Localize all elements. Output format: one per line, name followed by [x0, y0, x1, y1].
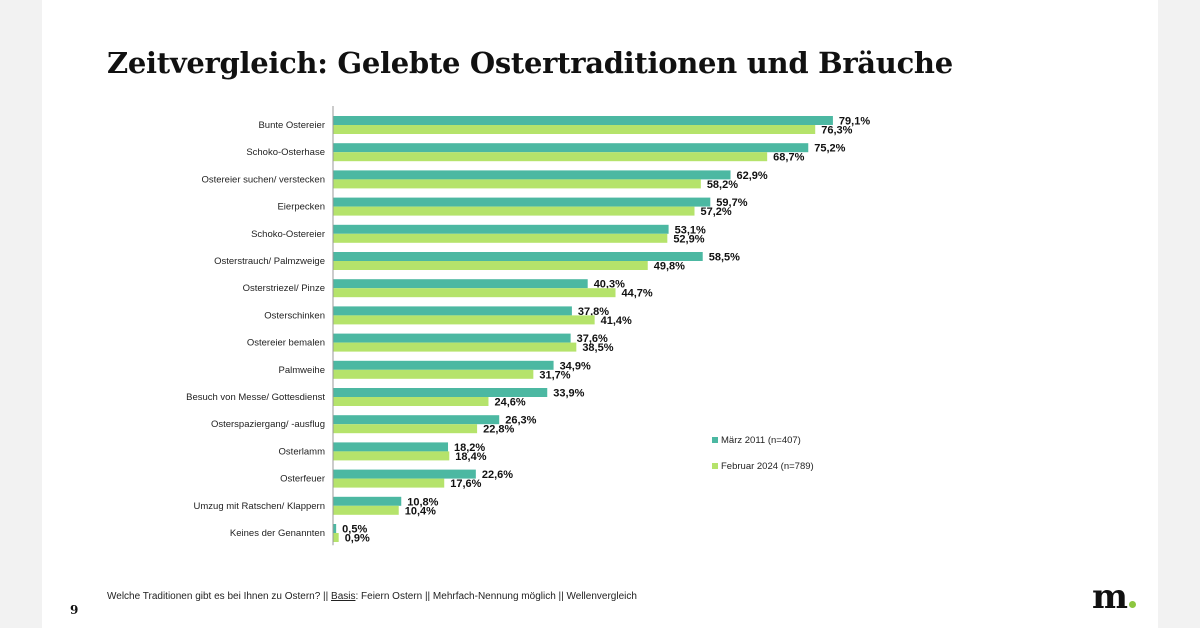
data-label-series-1: 26,3% [505, 415, 536, 427]
bar-series-2 [333, 288, 616, 298]
bar-series-2 [333, 397, 489, 406]
category-label: Umzug mit Ratschen/ Klappern [194, 501, 325, 512]
data-label-series-2: 68,7% [773, 152, 804, 164]
category-label: Eierpecken [277, 202, 325, 213]
brand-logo: m [1092, 580, 1136, 614]
data-label-series-2: 52,9% [673, 233, 704, 245]
category-label: Osterlamm [279, 446, 326, 457]
bar-series-1 [333, 306, 572, 316]
bar-series-1 [333, 469, 476, 479]
data-label-series-2: 24,6% [494, 397, 525, 409]
bar-series-1 [333, 442, 449, 452]
logo-dot-icon [1128, 601, 1136, 608]
bar-series-2 [333, 505, 399, 515]
footnote-basis-label: Basis [331, 591, 356, 602]
legend-swatch-series-2 [712, 463, 718, 469]
bar-series-1 [333, 279, 588, 289]
bar-series-1 [333, 415, 500, 425]
category-label: Osterfeuer [280, 474, 325, 485]
bar-series-2 [333, 533, 339, 542]
bar-series-2 [333, 152, 768, 162]
category-label: Besuch von Messe/ Gottesdienst [186, 392, 325, 403]
bar-series-2 [333, 424, 478, 434]
data-label-series-1: 53,1% [675, 224, 706, 236]
data-label-series-2: 17,6% [450, 478, 481, 490]
data-label-series-2: 10,4% [405, 505, 436, 517]
data-label-series-2: 22,8% [483, 424, 514, 436]
legend-item-series-2: Februar 2024 (n=789) [712, 460, 814, 472]
page-number: 9 [70, 603, 79, 617]
bar-series-2 [333, 233, 668, 243]
data-label-series-1: 79,1% [839, 116, 870, 128]
bar-series-2 [333, 369, 534, 379]
bar-series-2 [333, 179, 701, 189]
data-label-series-2: 49,8% [654, 261, 685, 273]
category-label: Schoko-Ostereier [251, 229, 325, 240]
data-label-series-1: 59,7% [716, 197, 747, 209]
bar-series-2 [333, 342, 577, 352]
data-label-series-2: 57,2% [701, 206, 732, 218]
data-label-series-1: 0,5% [342, 524, 367, 536]
bar-series-2 [333, 261, 648, 270]
data-label-series-1: 40,3% [594, 279, 625, 291]
data-label-series-1: 10,8% [407, 496, 438, 508]
category-label: Osterspaziergang/ -ausflug [211, 419, 325, 430]
chart-legend: März 2011 (n=407) Februar 2024 (n=789) [712, 434, 814, 486]
data-label-series-1: 37,6% [577, 333, 608, 345]
bar-series-2 [333, 125, 816, 134]
data-label-series-1: 75,2% [814, 143, 845, 155]
footnote-basis-text: : Feiern Ostern || Mehrfach-Nennung mögl… [355, 591, 637, 602]
data-label-series-1: 37,8% [578, 306, 609, 318]
bar-series-1 [333, 224, 669, 234]
data-label-series-2: 44,7% [622, 288, 653, 300]
bar-series-1 [333, 197, 711, 207]
bar-series-1 [333, 170, 731, 180]
category-label: Palmweihe [279, 365, 325, 376]
data-label-series-2: 38,5% [582, 342, 613, 354]
data-label-series-2: 76,3% [821, 125, 852, 137]
bar-series-2 [333, 206, 695, 216]
bar-series-1 [333, 116, 833, 125]
footnote: Welche Traditionen gibt es bei Ihnen zu … [107, 591, 637, 602]
legend-item-series-1: März 2011 (n=407) [712, 434, 814, 446]
legend-label-series-2: Februar 2024 (n=789) [721, 460, 814, 472]
bar-series-1 [333, 143, 809, 153]
data-label-series-1: 62,9% [737, 170, 768, 182]
category-label: Bunte Ostereier [258, 120, 325, 131]
data-label-series-1: 22,6% [482, 469, 513, 481]
category-label: Keines der Genannten [230, 528, 325, 539]
category-label: Ostereier suchen/ verstecken [201, 174, 325, 185]
bar-series-1 [333, 252, 703, 261]
data-label-series-2: 31,7% [539, 369, 570, 381]
bar-series-1 [333, 496, 402, 506]
bar-series-1 [333, 524, 337, 533]
legend-label-series-1: März 2011 (n=407) [721, 434, 801, 446]
category-label: Osterstrauch/ Palmzweige [214, 256, 325, 267]
footnote-question: Welche Traditionen gibt es bei Ihnen zu … [107, 591, 332, 602]
bar-series-2 [333, 315, 595, 325]
slide: Zeitvergleich: Gelebte Ostertraditionen … [42, 0, 1158, 628]
logo-letter: m [1092, 577, 1128, 617]
legend-swatch-series-1 [712, 437, 718, 443]
page-title: Zeitvergleich: Gelebte Ostertraditionen … [107, 46, 953, 80]
bar-series-1 [333, 388, 548, 397]
bar-series-2 [333, 451, 450, 461]
data-label-series-2: 18,4% [455, 451, 486, 463]
data-label-series-2: 58,2% [707, 179, 738, 191]
category-label: Osterstriezel/ Pinze [243, 283, 325, 294]
data-label-series-1: 34,9% [560, 360, 591, 372]
category-label: Ostereier bemalen [247, 338, 325, 349]
data-label-series-1: 33,9% [553, 388, 584, 400]
data-label-series-2: 0,9% [345, 533, 370, 545]
bar-series-1 [333, 360, 554, 370]
category-label: Osterschinken [264, 310, 325, 321]
data-label-series-1: 18,2% [454, 442, 485, 454]
category-label: Schoko-Osterhase [246, 147, 325, 158]
bar-chart: Bunte Ostereier 79,1%76,3% Schoko-Osterhas… [186, 106, 870, 546]
data-label-series-2: 41,4% [601, 315, 632, 327]
data-label-series-1: 58,5% [709, 252, 740, 264]
bar-series-2 [333, 478, 445, 488]
bar-series-1 [333, 333, 571, 343]
